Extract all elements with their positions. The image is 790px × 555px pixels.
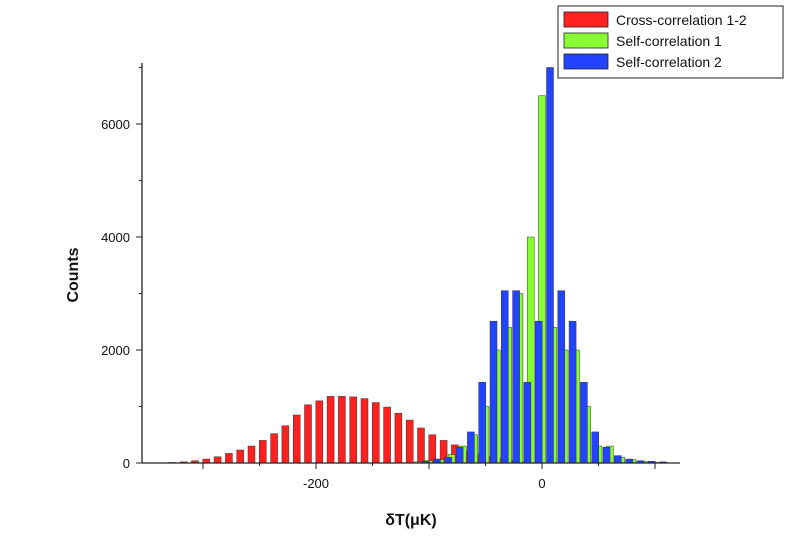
bar-series-1-bin--230: [270, 433, 278, 464]
axes-layer: [141, 63, 680, 464]
bar-series-1-bin--280: [213, 456, 222, 464]
bar-series-3-bin-30: [580, 381, 588, 464]
bar-series-1-bin--250: [247, 445, 256, 464]
bar-series-1-bin--240: [259, 440, 267, 464]
bar-series-3-bin--60: [478, 381, 486, 464]
bar-series-1-bin--170: [338, 396, 346, 464]
bar-series-1-bin--100: [417, 427, 425, 464]
bar-series-3-bin--10: [534, 320, 543, 464]
bar-series-1-bin--160: [349, 396, 357, 464]
x-ticks: -200 0: [202, 463, 656, 491]
legend: Cross-correlation 1-2 Self-correlation 1 S…: [557, 5, 784, 79]
legend-label-1: Cross-correlation 1-2: [616, 12, 747, 28]
bar-series-3-bin-50: [602, 446, 611, 464]
bar-series-3-bin--30: [512, 290, 520, 464]
legend-swatch-2: [563, 32, 609, 49]
bar-series-1-bin--150: [360, 398, 369, 464]
bar-series-3-bin-20: [568, 320, 577, 464]
bar-series-1-bin--90: [428, 434, 437, 464]
bar-series-3-bin--80: [455, 446, 464, 464]
bar-series-1-bin--260: [236, 449, 244, 464]
y-axis-title: Counts: [65, 247, 82, 302]
bar-series-1-bin--190: [315, 400, 324, 464]
legend-label-3: Self-correlation 2: [616, 54, 722, 70]
x-axis-title: δT(μK): [385, 512, 436, 529]
bar-series-3-bin-60: [614, 455, 622, 464]
legend-swatch-1: [563, 11, 609, 28]
y-tick-label: 6000: [101, 117, 130, 132]
bar-series-3-bin--20: [523, 381, 532, 464]
bar-series-3-bin--90: [444, 457, 453, 464]
bar-series-1-bin--110: [405, 419, 414, 464]
bar-series-1-bin--210: [292, 414, 301, 464]
legend-label-2: Self-correlation 1: [616, 33, 722, 49]
y-ticks: 0 2000 4000 6000: [101, 67, 142, 471]
y-tick-label: 4000: [101, 230, 130, 245]
x-tick-label: 0: [538, 476, 545, 491]
bar-series-3-bin-40: [591, 431, 599, 464]
bar-series-1-bin--120: [394, 413, 403, 464]
legend-swatch-3: [563, 53, 609, 70]
x-tick-label: -200: [303, 476, 329, 491]
bar-series-3-bin--70: [467, 431, 475, 464]
bar-series-3-bin-10: [557, 290, 566, 464]
y-tick-label: 0: [123, 456, 130, 471]
bar-series-3-bin--40: [501, 290, 509, 464]
bar-series-1-bin--180: [326, 396, 335, 464]
bar-series-1-bin--270: [225, 453, 233, 464]
y-tick-label: 2000: [101, 343, 130, 358]
bar-series-3-bin-0: [546, 67, 554, 464]
bar-series-1-bin--130: [383, 406, 391, 464]
bar-series-1-bin--220: [281, 425, 290, 464]
bars-layer: [168, 67, 667, 464]
bar-series-1-bin--200: [304, 404, 312, 464]
bar-series-1-bin--140: [372, 402, 380, 464]
bar-series-3-bin--50: [489, 320, 498, 464]
